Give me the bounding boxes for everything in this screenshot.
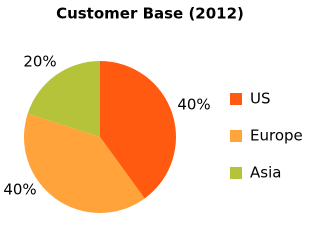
pie-slice (27, 61, 101, 137)
legend-label: Asia (250, 164, 281, 182)
legend-label: US (250, 90, 271, 108)
chart-title: Customer Base (2012) (56, 5, 244, 23)
pie-slice (100, 61, 176, 199)
page: {"chart_data": {"type": "pie", "title": … (3, 4, 303, 213)
chart: Customer Base (2012) 40% US 40% Europe 20% As… (3, 5, 303, 213)
data-label: 40% (3, 181, 36, 199)
legend-label: Europe (250, 127, 303, 145)
data-label: 40% (177, 96, 210, 114)
legend-swatch (230, 93, 242, 105)
pie-slice (23, 113, 145, 213)
data-label: 20% (23, 53, 56, 71)
legend-swatch (230, 167, 242, 179)
legend-swatch (230, 130, 242, 142)
